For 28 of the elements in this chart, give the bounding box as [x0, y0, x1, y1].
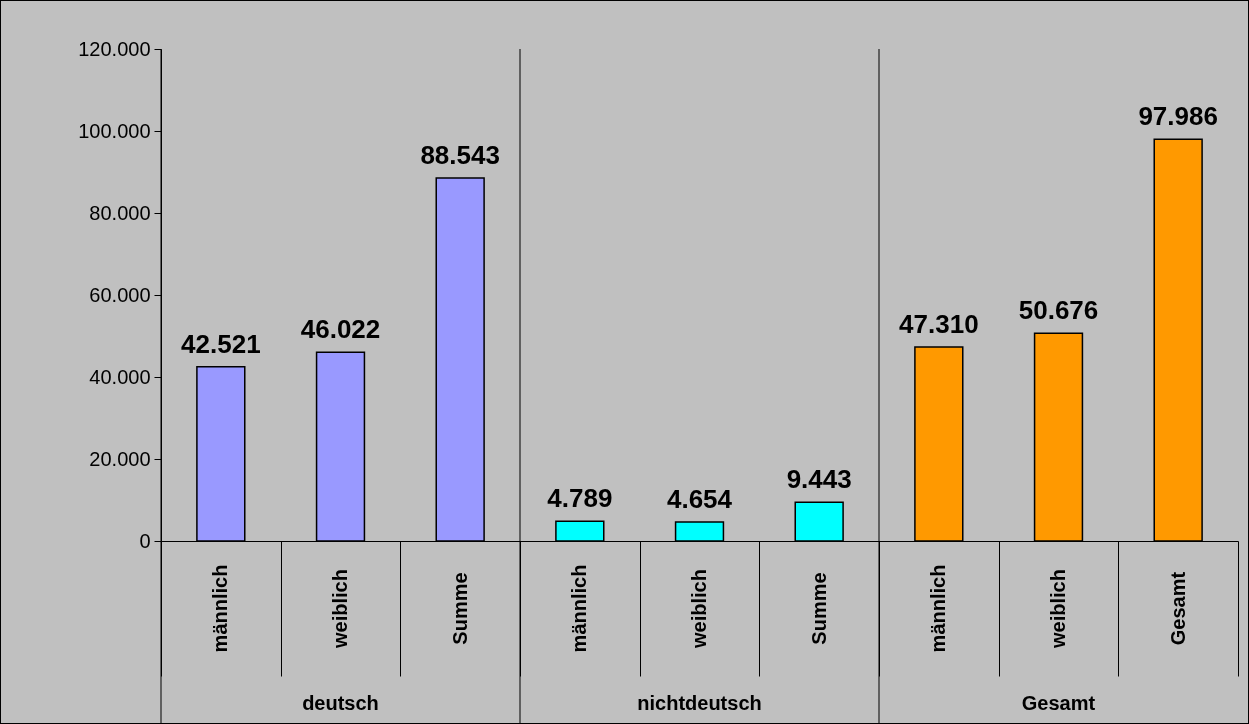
y-tick-label: 100.000 — [78, 119, 151, 142]
x-tick-label: weiblich — [688, 569, 710, 649]
data-label: 9.443 — [786, 464, 852, 495]
text: nichtdeutsch — [637, 692, 762, 714]
x-tick-label: weiblich — [1047, 569, 1069, 649]
x-tick-label: weiblich — [329, 569, 351, 649]
data-label: 97.986 — [1138, 101, 1218, 132]
y-tick-label: 20.000 — [89, 447, 151, 470]
data-label: 50.676 — [1018, 295, 1099, 326]
data-label: 88.543 — [420, 139, 500, 170]
data-label: 42.521 — [181, 328, 261, 359]
y-tick-label: 60.000 — [89, 283, 151, 306]
x-tick-label: männlich — [927, 564, 950, 653]
text: deutsch — [302, 692, 379, 714]
y-tick-label: 40.000 — [89, 365, 151, 388]
x-tick-label: männlich — [568, 564, 591, 653]
x-tick-label: Summe — [807, 572, 830, 645]
x-tick-label: männlich — [209, 564, 232, 653]
y-tick-label: 0 — [139, 529, 151, 552]
y-tick-label: 80.000 — [89, 201, 151, 224]
y-tick-label: 120.000 — [78, 37, 151, 60]
x-tick-label: Gesamt — [1166, 571, 1189, 646]
data-label: 46.022 — [300, 314, 381, 345]
text: Gesamt — [1021, 692, 1096, 714]
data-label: 4.654 — [666, 483, 733, 514]
data-label: 4.789 — [547, 483, 613, 514]
data-label: 47.310 — [899, 309, 979, 340]
x-tick-label: Summe — [448, 572, 471, 645]
